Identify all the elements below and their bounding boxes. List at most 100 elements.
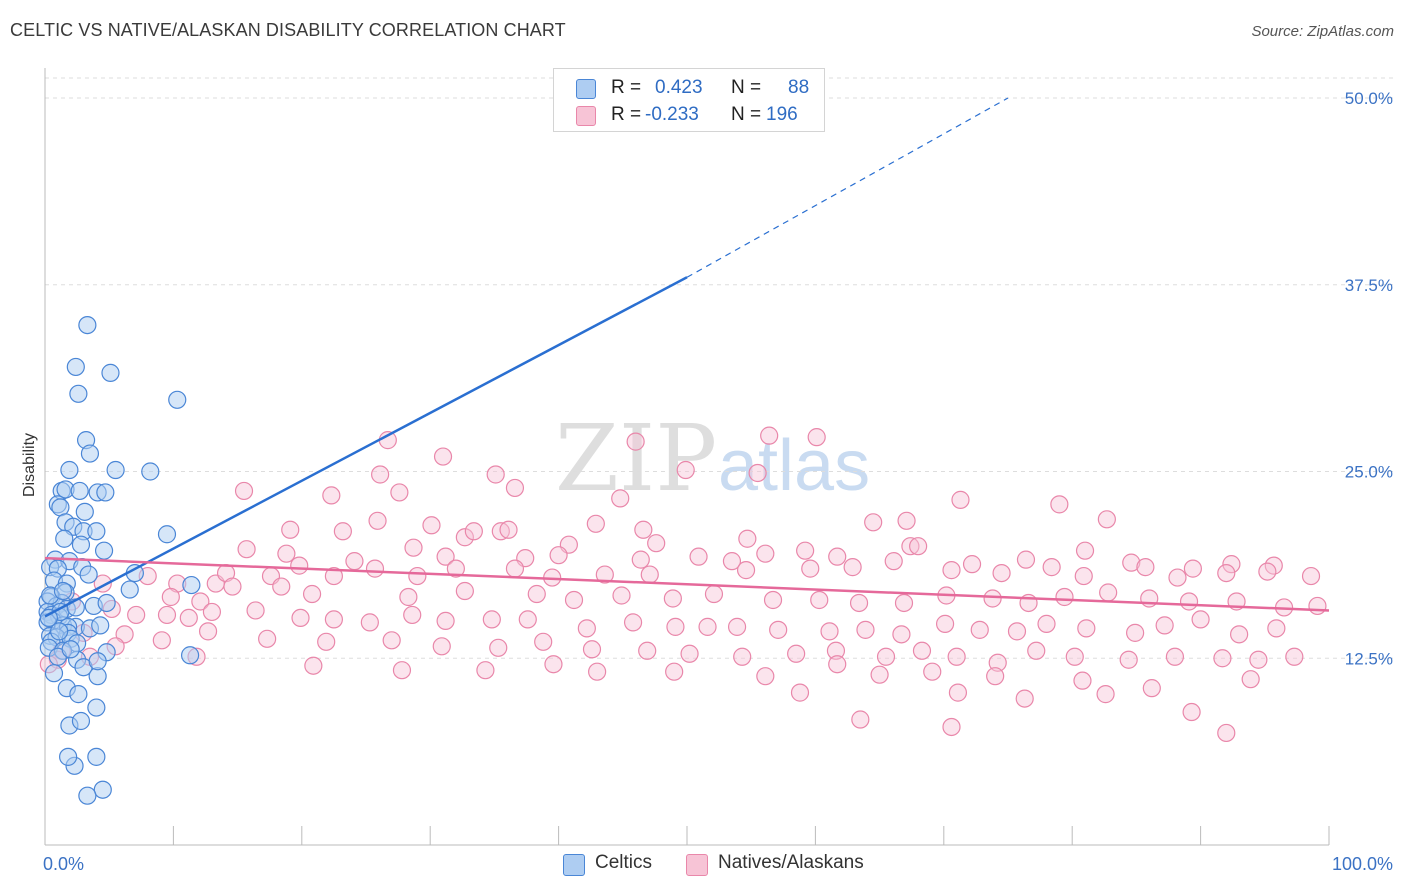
native-point <box>820 622 839 641</box>
axes <box>44 68 1330 846</box>
celtic-point <box>69 685 88 704</box>
native-point <box>1055 587 1074 607</box>
native-point <box>432 637 451 656</box>
native-point <box>403 605 422 625</box>
native-point <box>923 662 942 681</box>
celtic-point <box>78 786 97 805</box>
native-point <box>290 556 309 575</box>
native-point <box>640 565 659 584</box>
celtic-point <box>88 652 107 671</box>
native-point <box>595 565 614 584</box>
native-point <box>1249 650 1268 669</box>
celtic-point <box>71 711 91 731</box>
native-point <box>390 483 409 502</box>
celtic-point <box>60 460 79 480</box>
native-point <box>482 610 501 629</box>
native-point <box>796 541 815 560</box>
celtic-point <box>50 622 69 641</box>
native-point <box>1016 550 1036 569</box>
native-point <box>909 537 928 556</box>
celtic-point <box>168 390 187 409</box>
native-point <box>179 608 198 628</box>
native-point <box>489 638 508 657</box>
legend-r-label: R = <box>611 104 642 125</box>
native-point <box>345 552 364 571</box>
native-point <box>382 631 401 650</box>
native-point <box>760 426 779 445</box>
native-point <box>942 561 961 580</box>
native-point <box>365 559 385 578</box>
celtic-point <box>59 747 78 766</box>
native-point <box>864 513 883 532</box>
bottom-legend-swatch-celtics <box>563 854 585 876</box>
legend-row-natives: R = -0.233 N = 196 <box>554 102 824 128</box>
celtic-point <box>61 640 80 659</box>
native-point <box>1099 583 1118 602</box>
bottom-legend-swatch-natives <box>686 854 708 876</box>
native-point <box>1136 558 1155 577</box>
legend-swatch-celtics <box>576 79 596 99</box>
trend-lines <box>44 97 1330 618</box>
celtic-point <box>80 444 100 463</box>
native-point <box>849 593 869 613</box>
celtic-point <box>141 462 160 481</box>
celtic-point <box>157 525 177 544</box>
native-point <box>505 559 525 578</box>
celtic-point <box>96 483 115 502</box>
celtic-point <box>78 315 97 335</box>
y-tick-label: 50.0% <box>1345 89 1393 108</box>
native-point <box>291 608 310 628</box>
native-point <box>901 537 920 556</box>
native-point <box>1168 568 1187 587</box>
native-point <box>1183 559 1202 578</box>
native-point <box>947 647 966 666</box>
native-point <box>647 534 666 553</box>
native-point <box>634 520 653 539</box>
native-point <box>371 465 390 484</box>
native-point <box>518 610 537 629</box>
native-point <box>281 520 300 539</box>
native-point <box>1222 555 1241 574</box>
celtic-point <box>39 608 58 628</box>
native-point <box>935 614 955 633</box>
celtic-point <box>69 384 88 403</box>
chart-title: CELTIC VS NATIVE/ALASKAN DISABILITY CORR… <box>10 20 566 40</box>
celtics-points <box>38 315 201 805</box>
native-point <box>948 683 968 702</box>
celtic-point <box>55 529 74 548</box>
native-point <box>912 641 932 660</box>
native-point <box>623 613 643 632</box>
native-point <box>1267 619 1286 638</box>
celtic-point <box>97 593 116 613</box>
native-point <box>970 620 989 639</box>
native-point <box>612 586 631 605</box>
native-point <box>1097 510 1116 529</box>
celtic-point <box>87 522 106 541</box>
native-point <box>436 547 455 566</box>
native-point <box>884 552 903 571</box>
native-point <box>1074 566 1093 586</box>
native-point <box>1165 647 1185 666</box>
native-point <box>223 577 242 596</box>
native-point <box>1015 689 1034 708</box>
native-point <box>790 683 810 702</box>
native-point <box>666 617 685 636</box>
y-tick-label: 37.5% <box>1345 276 1393 295</box>
native-point <box>689 547 708 566</box>
native-point <box>1065 647 1084 666</box>
native-point <box>756 544 775 563</box>
celtic-point <box>87 698 106 717</box>
native-point <box>237 540 256 559</box>
native-point <box>368 511 387 530</box>
celtic-point <box>180 646 200 665</box>
native-point <box>727 617 747 636</box>
watermark-atlas: atlas <box>718 426 870 506</box>
native-point <box>582 640 602 659</box>
native-point <box>161 587 180 607</box>
celtic-point <box>91 616 110 635</box>
native-point <box>360 613 379 632</box>
native-point <box>1155 616 1174 635</box>
native-point <box>676 460 695 480</box>
native-point <box>1301 566 1321 586</box>
celtic-point <box>182 575 201 595</box>
